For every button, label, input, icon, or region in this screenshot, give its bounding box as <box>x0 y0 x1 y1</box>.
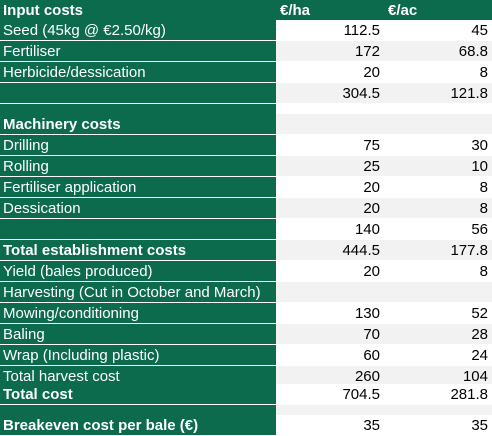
cell-per-ha[interactable]: 172 <box>276 41 384 61</box>
cell-per-ac[interactable]: 8 <box>384 177 492 197</box>
table-row: Mowing/conditioning 130 52 <box>0 303 492 323</box>
cell-per-ac[interactable]: 8 <box>384 198 492 218</box>
cell-per-ac[interactable]: 10 <box>384 156 492 176</box>
row-label[interactable]: Seed (45kg @ €2.50/kg) <box>0 20 276 40</box>
cell-per-ha[interactable]: 304.5 <box>276 83 384 103</box>
cell-per-ac[interactable]: 8 <box>384 261 492 281</box>
table-row <box>0 405 492 415</box>
table-row: 304.5 121.8 <box>0 83 492 103</box>
table-row: 140 56 <box>0 219 492 239</box>
row-label[interactable]: Dessication <box>0 198 276 218</box>
cell-per-ha[interactable]: 20 <box>276 261 384 281</box>
row-label[interactable]: Total cost <box>0 384 276 404</box>
table-row: Rolling 25 10 <box>0 156 492 176</box>
row-label[interactable]: Rolling <box>0 156 276 176</box>
cell-per-ha[interactable]: 25 <box>276 156 384 176</box>
table-row: Total establishment costs 444.5 177.8 <box>0 240 492 260</box>
cell-per-ha[interactable]: 60 <box>276 345 384 365</box>
cell-per-ac[interactable] <box>384 104 492 114</box>
table-row: Dessication 20 8 <box>0 198 492 218</box>
row-label[interactable]: Mowing/conditioning <box>0 303 276 323</box>
cell-per-ac[interactable]: 30 <box>384 135 492 155</box>
row-label[interactable] <box>0 104 276 114</box>
cell-per-ac[interactable]: 281.8 <box>384 384 492 404</box>
row-label[interactable] <box>0 405 276 415</box>
cell-per-ac[interactable]: 104 <box>384 366 492 386</box>
header-col-ha[interactable]: €/ha <box>276 0 384 20</box>
table-row: Herbicide/dessication 20 8 <box>0 62 492 82</box>
table-row: Total harvest cost 260 104 <box>0 366 492 386</box>
table-row: Seed (45kg @ €2.50/kg) 112.5 45 <box>0 20 492 40</box>
header-row: Input costs €/ha €/ac <box>0 0 492 20</box>
table-row: Wrap (Including plastic) 60 24 <box>0 345 492 365</box>
row-label[interactable]: Total establishment costs <box>0 240 276 260</box>
table-row: Machinery costs <box>0 114 492 134</box>
row-label[interactable]: Wrap (Including plastic) <box>0 345 276 365</box>
cell-per-ha[interactable]: 260 <box>276 366 384 386</box>
row-label[interactable]: Machinery costs <box>0 114 276 134</box>
cell-per-ha[interactable]: 112.5 <box>276 20 384 40</box>
cell-per-ac[interactable] <box>384 405 492 415</box>
cell-per-ac[interactable]: 24 <box>384 345 492 365</box>
table-row: Harvesting (Cut in October and March) <box>0 282 492 302</box>
cell-per-ac[interactable]: 35 <box>384 415 492 435</box>
cell-per-ha[interactable]: 20 <box>276 198 384 218</box>
cell-per-ac[interactable] <box>384 282 492 302</box>
row-label[interactable]: Herbicide/dessication <box>0 62 276 82</box>
row-label[interactable] <box>0 219 276 239</box>
cell-per-ha[interactable] <box>276 104 384 114</box>
cell-per-ha[interactable]: 35 <box>276 415 384 435</box>
table-row: Fertiliser application 20 8 <box>0 177 492 197</box>
header-label[interactable]: Input costs <box>0 0 276 20</box>
table-row <box>0 104 492 114</box>
cell-per-ac[interactable]: 8 <box>384 62 492 82</box>
cell-per-ha[interactable]: 75 <box>276 135 384 155</box>
table-row: Breakeven cost per bale (€) 35 35 <box>0 415 492 435</box>
cell-per-ac[interactable] <box>384 114 492 134</box>
cell-per-ac[interactable]: 68.8 <box>384 41 492 61</box>
row-label[interactable]: Harvesting (Cut in October and March) <box>0 282 276 302</box>
row-label[interactable]: Breakeven cost per bale (€) <box>0 415 276 435</box>
row-label[interactable]: Baling <box>0 324 276 344</box>
cell-per-ac[interactable]: 177.8 <box>384 240 492 260</box>
table-row: Baling 70 28 <box>0 324 492 344</box>
cell-per-ac[interactable]: 121.8 <box>384 83 492 103</box>
row-label[interactable]: Total harvest cost <box>0 366 276 386</box>
table-row: Drilling 75 30 <box>0 135 492 155</box>
row-label[interactable]: Fertiliser application <box>0 177 276 197</box>
cell-per-ac[interactable]: 28 <box>384 324 492 344</box>
cell-per-ha[interactable] <box>276 282 384 302</box>
row-label[interactable]: Fertiliser <box>0 41 276 61</box>
table-row: Yield (bales produced) 20 8 <box>0 261 492 281</box>
cell-per-ha[interactable]: 140 <box>276 219 384 239</box>
row-label[interactable]: Drilling <box>0 135 276 155</box>
cell-per-ac[interactable]: 52 <box>384 303 492 323</box>
cell-per-ac[interactable]: 45 <box>384 20 492 40</box>
header-col-ac[interactable]: €/ac <box>384 0 492 20</box>
cell-per-ha[interactable] <box>276 114 384 134</box>
cell-per-ha[interactable] <box>276 405 384 415</box>
cell-per-ha[interactable]: 20 <box>276 62 384 82</box>
cell-per-ha[interactable]: 20 <box>276 177 384 197</box>
table-row: Total cost 704.5 281.8 <box>0 384 492 404</box>
cell-per-ha[interactable]: 444.5 <box>276 240 384 260</box>
table-row: Fertiliser 172 68.8 <box>0 41 492 61</box>
cell-per-ha[interactable]: 704.5 <box>276 384 384 404</box>
row-label[interactable] <box>0 83 276 103</box>
cell-per-ac[interactable]: 56 <box>384 219 492 239</box>
cell-per-ha[interactable]: 130 <box>276 303 384 323</box>
row-label[interactable]: Yield (bales produced) <box>0 261 276 281</box>
cell-per-ha[interactable]: 70 <box>276 324 384 344</box>
